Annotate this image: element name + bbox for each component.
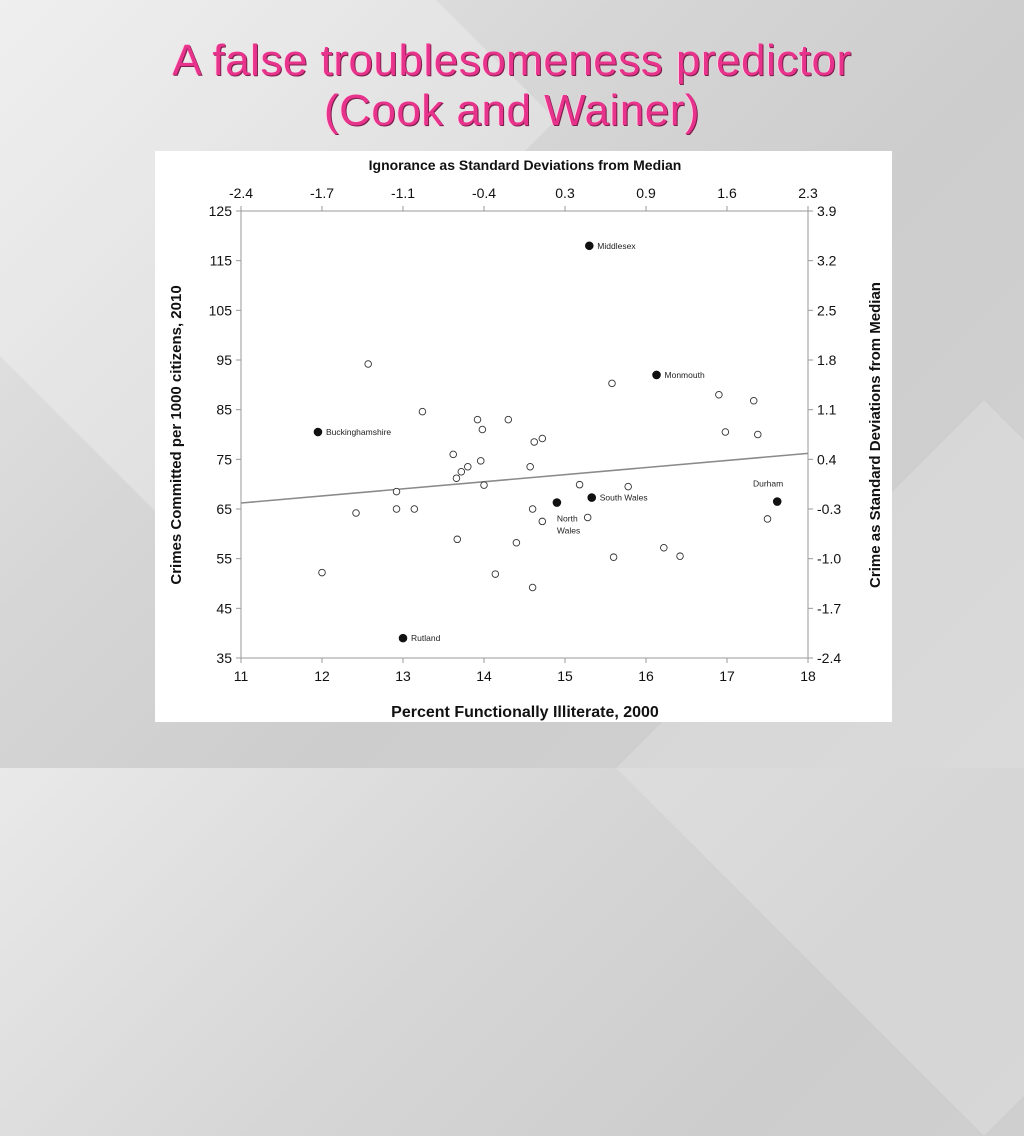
- data-point: [318, 568, 326, 577]
- data-point: [583, 513, 592, 522]
- top-tick-label: 0.3: [555, 185, 575, 201]
- x-tick-label: 18: [800, 668, 816, 684]
- right-tick-label: 1.8: [817, 352, 837, 368]
- data-point: [480, 481, 488, 489]
- point-label: North: [557, 514, 578, 524]
- data-point: [478, 425, 487, 434]
- data-point: [530, 438, 538, 446]
- right-axis-title: Crime as Standard Deviations from Median: [867, 282, 884, 588]
- right-tick-label: 3.9: [817, 203, 837, 219]
- top-tick-label: -2.4: [229, 185, 253, 201]
- y-tick-label: 125: [209, 203, 233, 219]
- point-label: South Wales: [600, 493, 648, 503]
- data-point: [453, 535, 462, 544]
- data-point: [749, 396, 758, 405]
- highlighted-point: [552, 498, 562, 507]
- top-axis-title: Ignorance as Standard Deviations from Me…: [369, 157, 682, 173]
- point-label: Middlesex: [597, 241, 636, 251]
- x-tick-label: 14: [476, 668, 492, 684]
- data-point: [352, 509, 360, 517]
- point-label: Buckinghamshire: [326, 427, 391, 437]
- x-tick-label: 16: [638, 668, 654, 684]
- trend-line: [240, 452, 809, 504]
- data-point: [608, 379, 616, 388]
- data-point: [410, 505, 419, 513]
- right-tick-label: 0.4: [817, 451, 837, 467]
- data-point: [538, 434, 547, 443]
- right-tick-label: -1.0: [817, 551, 841, 567]
- highlighted-point: [313, 427, 323, 437]
- right-tick-label: -1.7: [817, 600, 841, 616]
- data-point: [721, 428, 730, 436]
- y-tick-label: 105: [209, 302, 233, 318]
- y-tick-label: 95: [216, 352, 232, 368]
- highlighted-point: [587, 493, 597, 502]
- x-tick-label: 13: [395, 668, 411, 684]
- data-point: [528, 583, 537, 592]
- data-point: [452, 474, 461, 482]
- right-tick-label: 2.5: [817, 302, 837, 318]
- data-point: [504, 415, 513, 424]
- data-point: [715, 391, 723, 399]
- data-point: [538, 517, 547, 526]
- highlighted-point: [585, 241, 594, 251]
- top-tick-label: 0.9: [636, 185, 656, 201]
- top-tick-label: -0.4: [472, 185, 496, 201]
- slide-title-line-1: A false troublesomeness predictor: [172, 36, 852, 85]
- data-point: [624, 482, 632, 491]
- top-tick-label: -1.1: [391, 185, 415, 201]
- point-label: Wales: [557, 526, 580, 536]
- right-tick-label: -2.4: [817, 650, 841, 666]
- right-tick-label: 3.2: [817, 253, 837, 269]
- data-point: [528, 505, 537, 513]
- point-label: Durham: [753, 479, 783, 489]
- plot-area: 11 12 13 14 15 16 17 18-2.4 -1.7 -1.1 -0.4 0.3 0.9 1.…: [209, 185, 842, 684]
- y-tick-label: 115: [210, 253, 233, 269]
- data-point: [477, 457, 485, 465]
- x-tick-label: 11: [234, 668, 249, 684]
- data-point: [464, 463, 472, 471]
- data-point: [491, 570, 500, 578]
- x-tick-label: 15: [557, 668, 573, 684]
- data-point: [754, 430, 762, 439]
- data-point: [660, 543, 668, 552]
- x-tick-label: 17: [719, 668, 735, 684]
- y-tick-label: 85: [216, 402, 232, 418]
- data-point: [512, 539, 521, 547]
- y-tick-label: 45: [216, 600, 232, 616]
- y-tick-label: 55: [216, 551, 232, 567]
- chart-panel: Ignorance as Standard Deviations from Me…: [155, 151, 892, 722]
- data-point: [526, 463, 534, 471]
- data-point: [676, 552, 684, 560]
- x-tick-label: 12: [314, 668, 330, 684]
- y-tick-label: 65: [216, 501, 232, 517]
- y-tick-label: 35: [216, 650, 232, 666]
- right-tick-label: 1.1: [817, 402, 837, 418]
- data-point: [575, 480, 584, 489]
- data-point: [609, 553, 618, 561]
- data-point: [457, 468, 466, 476]
- highlighted-point: [398, 633, 408, 643]
- slide-title-line-2: (Cook and Wainer): [323, 86, 701, 135]
- top-tick-label: -1.7: [310, 185, 334, 201]
- highlighted-point: [772, 497, 782, 506]
- data-point: [364, 360, 372, 368]
- data-point: [763, 515, 772, 523]
- data-point: [418, 407, 427, 416]
- y-axis-title: Crimes Committed per 1000 citizens, 2010: [168, 285, 185, 584]
- right-tick-label: -0.3: [817, 501, 841, 517]
- slide-title: A false troublesomeness predictor (Cook …: [0, 36, 1024, 136]
- x-axis-title: Percent Functionally Illiterate, 2000: [391, 704, 659, 721]
- highlighted-point: [652, 370, 661, 380]
- top-tick-label: 1.6: [717, 185, 737, 201]
- point-label: Monmouth: [665, 370, 705, 380]
- scatter-chart: Ignorance as Standard Deviations from Me…: [168, 157, 884, 721]
- data-point: [449, 450, 457, 459]
- point-label: Rutland: [411, 633, 441, 643]
- data-point: [392, 487, 401, 496]
- data-point: [473, 415, 482, 424]
- top-tick-label: 2.3: [798, 185, 818, 201]
- data-point: [392, 505, 401, 513]
- y-tick-label: 75: [216, 451, 232, 467]
